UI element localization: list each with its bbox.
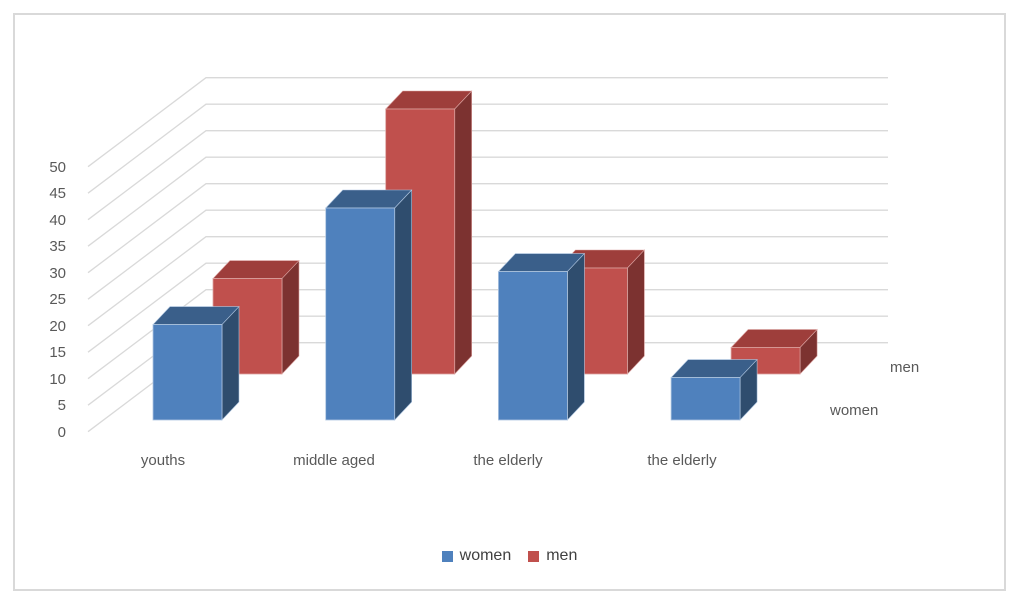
gridline-15 — [87, 262, 888, 353]
bar-men-youths-side-face — [281, 259, 300, 375]
y-tick-label-10: 10 — [49, 371, 66, 388]
gridline-10 — [87, 289, 888, 380]
y-tick-label-0: 0 — [57, 424, 66, 441]
bar-women-the-elderly-2-front-face — [670, 377, 741, 421]
y-tick-label-30: 30 — [49, 265, 66, 282]
gridline-20 — [87, 236, 888, 327]
gridline-50 — [87, 77, 888, 168]
y-tick-label-35: 35 — [49, 238, 66, 255]
legend: women men — [0, 547, 1019, 565]
bar-women-the-elderly[interactable] — [497, 252, 586, 421]
y-tick-label-25: 25 — [49, 291, 66, 308]
y-tick-label-20: 20 — [49, 318, 66, 335]
y-tick-label-15: 15 — [49, 344, 66, 361]
y-tick-label-50: 50 — [49, 159, 66, 176]
gridline-40 — [87, 130, 888, 221]
bar-women-middle-aged-side-face — [394, 189, 413, 421]
gridline-30 — [87, 183, 888, 274]
category-label-middle-aged: middle aged — [293, 452, 375, 469]
y-tick-label-5: 5 — [57, 397, 66, 414]
bar-women-the-elderly-2[interactable] — [670, 358, 758, 421]
series-row-women — [152, 189, 758, 421]
series-axis-label-men: men — [890, 359, 920, 376]
gridline-45 — [87, 103, 888, 194]
gridline-25 — [87, 209, 888, 300]
series-axis-label-women: women — [830, 402, 879, 419]
category-label-youths: youths — [140, 452, 186, 469]
category-label-the-elderly: the elderly — [473, 452, 543, 469]
y-tick-label-40: 40 — [49, 212, 66, 229]
gridline-35 — [87, 156, 888, 247]
bar-men-middle-aged-side-face — [454, 90, 473, 375]
legend-item-men[interactable]: men — [528, 547, 577, 565]
bar-women-middle-aged-front-face — [325, 207, 396, 421]
legend-item-women[interactable]: women — [441, 547, 512, 565]
chart-border — [13, 13, 1006, 591]
gridlines — [87, 77, 888, 433]
bar-women-youths-side-face — [221, 305, 240, 421]
bar-women-youths[interactable] — [152, 305, 240, 421]
bar-women-the-elderly-side-face — [567, 252, 585, 421]
legend-swatch-women — [441, 550, 453, 562]
legend-swatch-men — [528, 550, 540, 562]
legend-label-women: women — [459, 547, 512, 564]
legend-label-men: men — [546, 547, 578, 564]
bar-men-the-elderly-side-face — [627, 249, 645, 375]
category-label-the-elderly-2: the elderly — [647, 452, 717, 469]
y-tick-label-45: 45 — [49, 185, 66, 202]
bar-women-the-elderly-front-face — [497, 271, 568, 421]
bar-women-middle-aged[interactable] — [325, 189, 413, 421]
bar-women-youths-front-face — [152, 324, 223, 421]
